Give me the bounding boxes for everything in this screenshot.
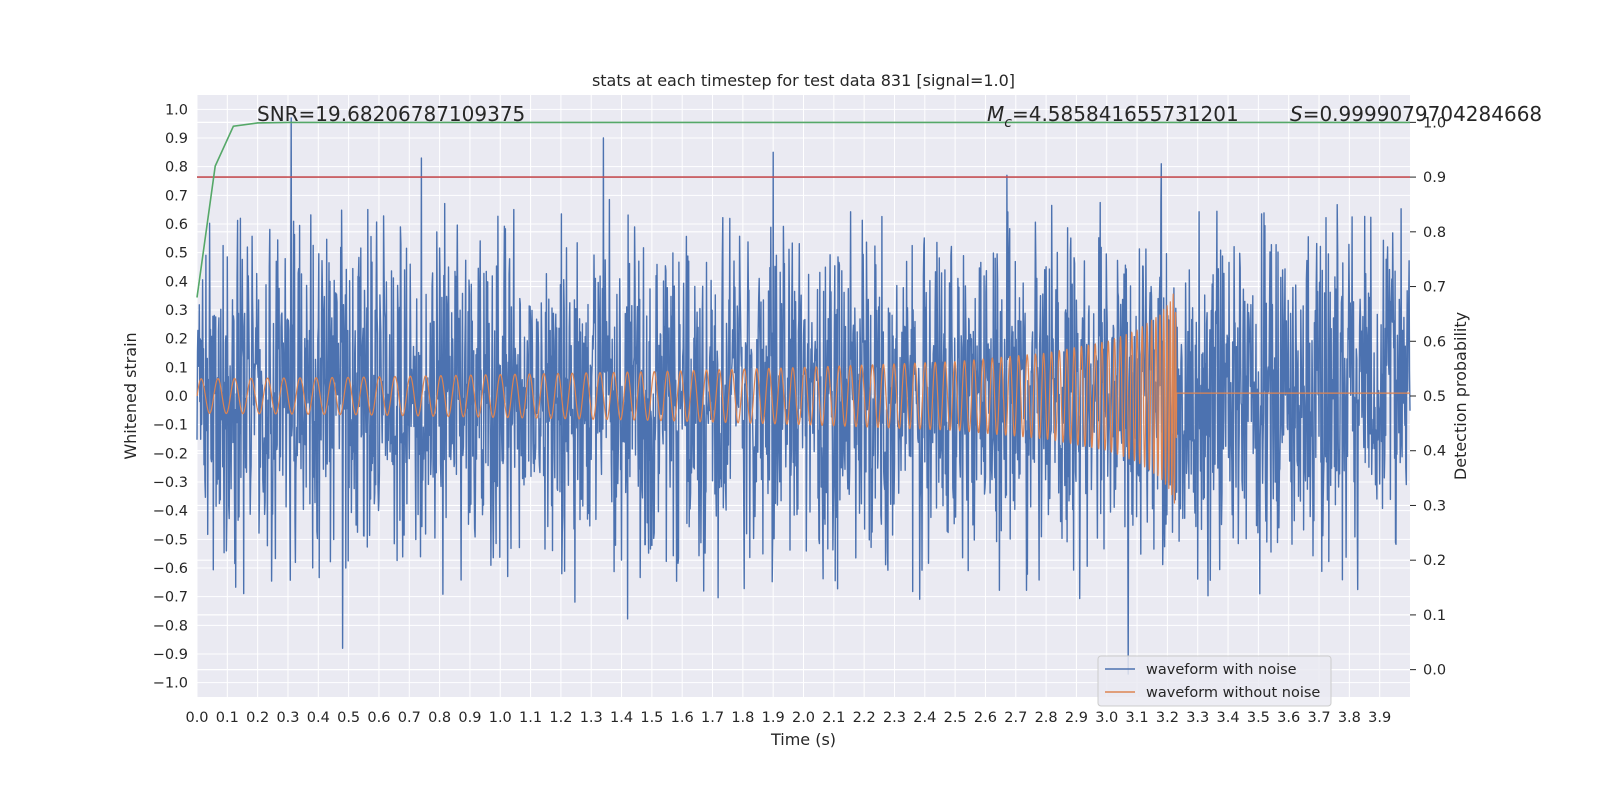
y-tick-label: −0.9 <box>153 647 188 663</box>
x-axis-label: Time (s) <box>770 730 836 749</box>
legend: waveform with noise waveform without noi… <box>1097 655 1332 707</box>
y-tick-label: 1.0 <box>165 102 188 118</box>
x-tick-label: 1.6 <box>671 710 694 726</box>
x-tick-label: 2.7 <box>1004 710 1027 726</box>
x-tick-label: 3.7 <box>1307 710 1330 726</box>
x-tick-label: 2.3 <box>883 710 906 726</box>
y-tick-label: −0.3 <box>153 475 188 491</box>
y-tick-label: 0.9 <box>165 131 188 147</box>
chart-title: stats at each timestep for test data 831… <box>592 71 1015 90</box>
y-right-tick-label: 0.1 <box>1423 608 1446 624</box>
x-tick-label: 3.1 <box>1126 710 1149 726</box>
y-right-tick-label: 0.4 <box>1423 444 1446 460</box>
x-tick-label: 2.5 <box>944 710 967 726</box>
x-tick-label: 0.9 <box>458 710 481 726</box>
x-tick-label: 2.8 <box>1035 710 1058 726</box>
y-tick-label: −0.5 <box>153 532 188 548</box>
x-tick-label: 0.6 <box>367 710 390 726</box>
y-right-tick-label: 0.2 <box>1423 553 1446 569</box>
y-tick-label: −0.2 <box>153 446 188 462</box>
y-right-tick-label: 1.0 <box>1423 115 1446 131</box>
x-tick-label: 3.6 <box>1277 710 1300 726</box>
x-tick-label: 3.2 <box>1156 710 1179 726</box>
x-tick-label: 1.3 <box>580 710 603 726</box>
y-tick-label: 0.3 <box>165 303 188 319</box>
y-right-tick-label: 0.6 <box>1423 334 1446 350</box>
x-tick-label: 3.0 <box>1095 710 1118 726</box>
x-tick-label: 1.4 <box>610 710 633 726</box>
y-tick-label: 0.0 <box>165 389 188 405</box>
y-tick-label: 0.7 <box>165 188 188 204</box>
x-tick-label: 2.6 <box>974 710 997 726</box>
y-right-tick-label: 0.9 <box>1423 170 1446 186</box>
x-tick-label: 1.7 <box>701 710 724 726</box>
x-tick-label: 3.3 <box>1186 710 1209 726</box>
x-tick-label: 0.5 <box>337 710 360 726</box>
y-tick-label: 0.5 <box>165 246 188 262</box>
x-tick-label: 0.3 <box>276 710 299 726</box>
y-right-tick-labels: 1.0 0.9 0.8 0.7 0.6 0.5 0.4 0.3 0.2 0.1 0.0 <box>1410 115 1446 679</box>
x-tick-label: 0.2 <box>246 710 269 726</box>
y-tick-label: 0.6 <box>165 217 188 233</box>
y-tick-labels: 1.0 0.9 0.8 0.7 0.6 0.5 0.4 0.3 0.2 0.1 0.0 −0.1 −0.… <box>153 102 188 691</box>
snr-annotation: SNR=19.68206787109375 <box>257 102 525 126</box>
y-right-tick-label: 0.0 <box>1423 663 1446 679</box>
x-tick-label: 3.5 <box>1247 710 1270 726</box>
x-tick-labels: 0.0 0.1 0.2 0.3 0.4 0.5 0.6 0.7 0.8 0.9 1.0 1.1 1.2 1… <box>185 710 1391 726</box>
x-tick-label: 1.8 <box>731 710 754 726</box>
x-tick-label: 1.0 <box>489 710 512 726</box>
y-tick-label: 0.4 <box>165 274 188 290</box>
y-tick-label: −0.7 <box>153 590 188 606</box>
series-waveform-without-noise <box>196 293 1411 504</box>
x-tick-label: 2.4 <box>913 710 936 726</box>
x-tick-label: 2.9 <box>1065 710 1088 726</box>
y-tick-label: −0.8 <box>153 618 188 634</box>
chirp-mass-annotation: Mc=4.585841655731201 <box>987 102 1239 131</box>
x-tick-label: 1.2 <box>549 710 572 726</box>
x-tick-label: 0.8 <box>428 710 451 726</box>
series-waveform-with-noise <box>196 117 1411 675</box>
x-tick-label: 3.4 <box>1217 710 1240 726</box>
s-value: =0.9999079704284668 <box>1303 102 1542 126</box>
y-right-tick-label: 0.8 <box>1423 225 1446 241</box>
y-tick-label: −0.4 <box>153 504 188 520</box>
y-right-axis-label: Detection probability <box>1451 312 1470 480</box>
x-tick-label: 0.4 <box>307 710 330 726</box>
x-tick-label: 0.1 <box>216 710 239 726</box>
traces <box>196 117 1411 675</box>
series-detection-probability <box>196 121 1410 298</box>
y-tick-label: 0.2 <box>165 332 188 348</box>
y-tick-label: 0.1 <box>165 360 188 376</box>
y-tick-label: −1.0 <box>153 676 188 692</box>
x-tick-label: 2.2 <box>853 710 876 726</box>
x-tick-label: 3.9 <box>1368 710 1391 726</box>
x-tick-label: 1.1 <box>519 710 542 726</box>
y-tick-label: 0.8 <box>165 160 188 176</box>
y-tick-label: −0.1 <box>153 418 188 434</box>
y-right-tick-label: 0.7 <box>1423 280 1446 296</box>
x-tick-label: 0.7 <box>398 710 421 726</box>
legend-label-clean: waveform without noise <box>1146 685 1320 701</box>
x-tick-label: 2.1 <box>822 710 845 726</box>
legend-box <box>1097 655 1332 707</box>
x-tick-label: 1.5 <box>640 710 663 726</box>
y-right-tick-label: 0.5 <box>1423 389 1446 405</box>
x-tick-label: 0.0 <box>185 710 208 726</box>
y-tick-label: −0.6 <box>153 561 188 577</box>
x-tick-label: 3.8 <box>1338 710 1361 726</box>
y-axis-label: Whitened strain <box>121 332 140 459</box>
chirp-mass-value: =4.585841655731201 <box>1012 102 1239 126</box>
y-right-tick-label: 0.3 <box>1423 498 1446 514</box>
x-tick-label: 1.9 <box>762 710 785 726</box>
legend-label-noisy: waveform with noise <box>1146 662 1297 678</box>
x-tick-label: 2.0 <box>792 710 815 726</box>
s-annotation: S=0.9999079704284668 <box>1290 102 1542 126</box>
